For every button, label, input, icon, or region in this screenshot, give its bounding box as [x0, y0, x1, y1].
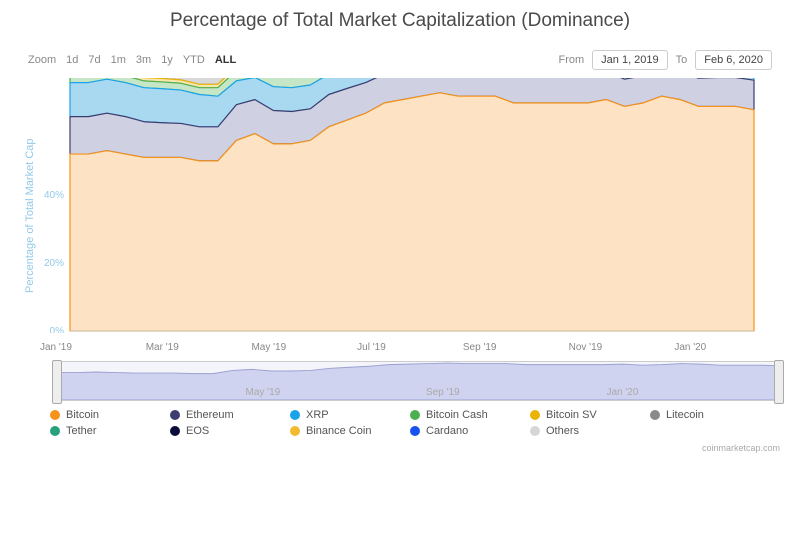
legend-item-litecoin[interactable]: Litecoin	[650, 409, 770, 421]
legend-dot-icon	[290, 426, 300, 436]
svg-text:0%: 0%	[50, 326, 65, 333]
zoom-button-7d[interactable]: 7d	[88, 54, 100, 66]
legend-label: Cardano	[426, 425, 468, 437]
legend-dot-icon	[170, 410, 180, 420]
from-label: From	[558, 54, 584, 66]
legend-item-cardano[interactable]: Cardano	[410, 425, 530, 437]
legend-label: Bitcoin SV	[546, 409, 597, 421]
controls-row: Zoom 1d 7d 1m 3m 1y YTD ALL From Jan 1, 2019 T…	[20, 50, 780, 70]
legend: Bitcoin Ethereum XRP Bitcoin Cash Bitcoin SV…	[50, 409, 780, 441]
legend-dot-icon	[530, 426, 540, 436]
legend-dot-icon	[650, 410, 660, 420]
zoom-label: Zoom	[28, 54, 56, 66]
y-axis-label: Percentage of Total Market Cap	[20, 78, 40, 353]
legend-label: Ethereum	[186, 409, 234, 421]
legend-label: EOS	[186, 425, 209, 437]
legend-dot-icon	[410, 426, 420, 436]
legend-item-xrp[interactable]: XRP	[290, 409, 410, 421]
zoom-group: Zoom 1d 7d 1m 3m 1y YTD ALL	[28, 54, 246, 66]
svg-text:20%: 20%	[44, 258, 64, 269]
legend-label: XRP	[306, 409, 329, 421]
navigator-x-labels: May '19Sep '19Jan '20	[57, 387, 779, 398]
legend-item-binance-coin[interactable]: Binance Coin	[290, 425, 410, 437]
main-chart[interactable]: 0% 20% 40% Jan '19Mar '19May '19Jul '19Sep…	[40, 78, 780, 353]
legend-label: Others	[546, 425, 579, 437]
zoom-button-3m[interactable]: 3m	[136, 54, 151, 66]
legend-label: Litecoin	[666, 409, 704, 421]
legend-dot-icon	[50, 426, 60, 436]
zoom-button-ytd[interactable]: YTD	[183, 54, 205, 66]
legend-item-bitcoin-sv[interactable]: Bitcoin SV	[530, 409, 650, 421]
navigator[interactable]: May '19Sep '19Jan '20	[56, 361, 780, 401]
legend-item-bitcoin-cash[interactable]: Bitcoin Cash	[410, 409, 530, 421]
to-label: To	[676, 54, 688, 66]
zoom-button-1d[interactable]: 1d	[66, 54, 78, 66]
legend-label: Bitcoin Cash	[426, 409, 488, 421]
legend-item-others[interactable]: Others	[530, 425, 650, 437]
legend-label: Bitcoin	[66, 409, 99, 421]
legend-label: Binance Coin	[306, 425, 371, 437]
date-range-group: From Jan 1, 2019 To Feb 6, 2020	[558, 50, 772, 70]
legend-dot-icon	[410, 410, 420, 420]
legend-item-ethereum[interactable]: Ethereum	[170, 409, 290, 421]
legend-item-eos[interactable]: EOS	[170, 425, 290, 437]
legend-dot-icon	[50, 410, 60, 420]
from-date-input[interactable]: Jan 1, 2019	[592, 50, 668, 70]
zoom-button-all[interactable]: ALL	[215, 54, 236, 66]
svg-text:40%: 40%	[44, 190, 64, 201]
legend-dot-icon	[170, 426, 180, 436]
legend-dot-icon	[290, 410, 300, 420]
zoom-button-1y[interactable]: 1y	[161, 54, 173, 66]
legend-dot-icon	[530, 410, 540, 420]
legend-label: Tether	[66, 425, 97, 437]
legend-item-tether[interactable]: Tether	[50, 425, 170, 437]
attribution: coinmarketcap.com	[20, 443, 780, 453]
zoom-button-1m[interactable]: 1m	[111, 54, 126, 66]
x-axis-labels: Jan '19Mar '19May '19Jul '19Sep '19Nov '…	[40, 342, 780, 353]
legend-item-bitcoin[interactable]: Bitcoin	[50, 409, 170, 421]
to-date-input[interactable]: Feb 6, 2020	[695, 50, 772, 70]
chart-title: Percentage of Total Market Capitalizatio…	[20, 10, 780, 32]
